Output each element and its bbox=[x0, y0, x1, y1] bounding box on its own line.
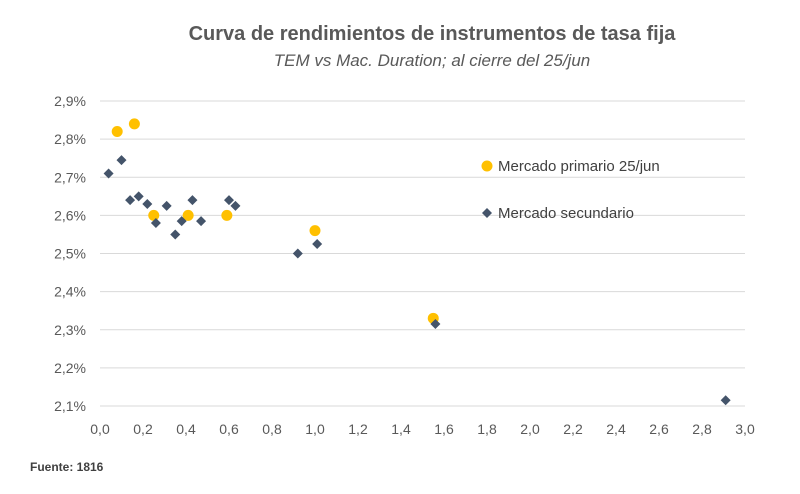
secondary-market-point bbox=[125, 195, 136, 206]
secondary-market-point bbox=[224, 195, 234, 206]
chart-subtitle: TEM vs Mac. Duration; al cierre del 25/j… bbox=[274, 51, 591, 70]
secondary-market-point bbox=[187, 195, 198, 206]
y-tick-label: 2,1% bbox=[54, 398, 86, 414]
source-note: Fuente: 1816 bbox=[30, 460, 104, 474]
y-tick-label: 2,9% bbox=[54, 93, 86, 109]
x-tick-label: 2,8 bbox=[692, 421, 712, 437]
x-tick-label: 0,6 bbox=[219, 421, 239, 437]
secondary-market-point bbox=[161, 200, 172, 211]
x-tick-label: 2,4 bbox=[606, 421, 626, 437]
y-tick-label: 2,5% bbox=[54, 246, 86, 262]
secondary-market-point bbox=[430, 319, 441, 330]
secondary-market-point bbox=[170, 229, 181, 240]
y-axis-ticks: 2,1% 2,2% 2,3% 2,4% 2,5% 2,6% 2,7% 2,8% 2,9% bbox=[54, 93, 86, 414]
legend-label-primary: Mercado primario 25/jun bbox=[498, 158, 660, 175]
primary-market-point bbox=[111, 126, 123, 137]
secondary-market-point bbox=[103, 168, 114, 179]
x-tick-label: 0,0 bbox=[90, 421, 110, 437]
x-tick-label: 1,2 bbox=[348, 421, 368, 437]
primary-market-point bbox=[182, 209, 194, 221]
primary-market-point bbox=[221, 209, 233, 221]
data-points bbox=[103, 118, 731, 406]
secondary-market-point bbox=[116, 155, 127, 166]
y-tick-label: 2,3% bbox=[54, 322, 86, 338]
secondary-market-point bbox=[196, 216, 207, 227]
secondary-market-point bbox=[142, 198, 153, 209]
legend-label-secondary: Mercado secundario bbox=[498, 205, 634, 222]
secondary-market-point bbox=[133, 191, 144, 202]
secondary-market-point bbox=[720, 395, 731, 406]
x-tick-label: 1,0 bbox=[305, 421, 325, 437]
x-tick-label: 2,2 bbox=[563, 421, 583, 437]
primary-market-point bbox=[128, 118, 140, 130]
x-tick-label: 1,8 bbox=[477, 421, 497, 437]
secondary-market-point bbox=[150, 218, 161, 228]
secondary-market-point bbox=[176, 216, 187, 227]
secondary-market-point bbox=[312, 238, 323, 249]
primary-market-point bbox=[309, 225, 321, 237]
x-tick-label: 3,0 bbox=[735, 421, 755, 437]
x-tick-label: 0,4 bbox=[176, 421, 196, 437]
gridlines bbox=[100, 100, 745, 407]
primary-market-point bbox=[148, 209, 160, 221]
x-tick-label: 1,6 bbox=[434, 421, 454, 437]
legend-marker-secondary bbox=[482, 208, 492, 218]
y-tick-label: 2,6% bbox=[54, 207, 86, 223]
secondary-market-point bbox=[292, 248, 303, 259]
x-tick-label: 0,2 bbox=[133, 421, 153, 437]
x-tick-label: 1,4 bbox=[391, 421, 411, 437]
legend: Mercado primario 25/jun Mercado secundari… bbox=[481, 158, 660, 222]
y-tick-label: 2,8% bbox=[54, 131, 86, 147]
x-tick-label: 0,8 bbox=[262, 421, 282, 437]
y-tick-label: 2,7% bbox=[54, 169, 86, 185]
y-tick-label: 2,2% bbox=[54, 360, 86, 376]
x-tick-label: 2,0 bbox=[520, 421, 540, 437]
chart-title: Curva de rendimientos de instrumentos de… bbox=[189, 23, 677, 45]
legend-marker-primary bbox=[481, 160, 493, 172]
x-axis-ticks: 0,0 0,2 0,4 0,6 0,8 1,0 1,2 1,4 1,6 1,8 2,0 2,2 2,4 2… bbox=[90, 421, 755, 437]
x-tick-label: 2,6 bbox=[649, 421, 669, 437]
y-tick-label: 2,4% bbox=[54, 284, 86, 300]
secondary-market-point bbox=[230, 200, 241, 211]
